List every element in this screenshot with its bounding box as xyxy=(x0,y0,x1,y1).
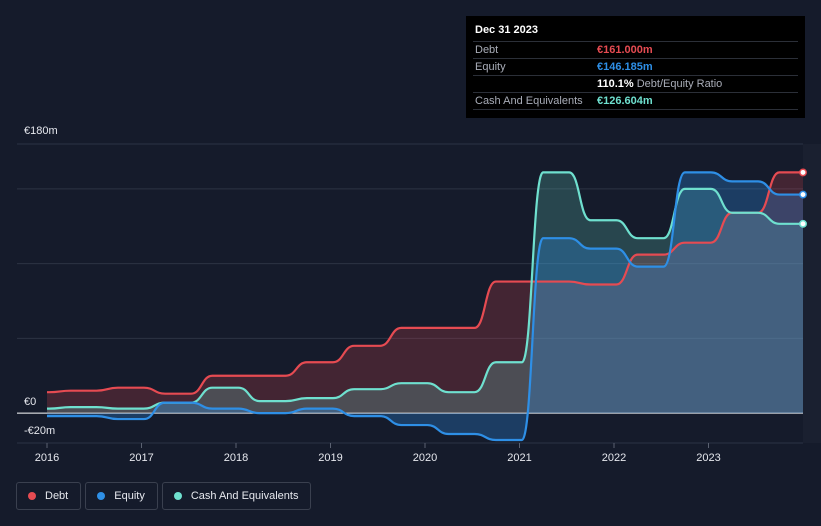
x-tick-label: 2022 xyxy=(602,452,626,464)
legend-item-cash[interactable]: Cash And Equivalents xyxy=(161,482,312,510)
tooltip-ratio-suffix: Debt/Equity Ratio xyxy=(636,78,723,90)
tooltip-date: Dec 31 2023 xyxy=(475,24,538,36)
cash-and-equivalents-end-point xyxy=(799,219,807,228)
tooltip-label: Debt xyxy=(475,44,499,56)
debt-end-point xyxy=(799,168,807,177)
tooltip-value-debt: €161.000m xyxy=(597,44,653,56)
tooltip-row-equity: Equity €146.185m xyxy=(473,58,798,75)
x-tick-label: 2021 xyxy=(507,452,531,464)
tooltip-label: Equity xyxy=(475,61,506,73)
equity-end-point xyxy=(799,190,807,199)
legend-label: Debt xyxy=(45,490,69,502)
cash-and-equivalents-area xyxy=(47,172,803,414)
legend-label: Cash And Equivalents xyxy=(190,490,299,502)
equity-dot-icon xyxy=(97,492,106,500)
y-tick-label: €0 xyxy=(24,396,36,408)
x-tick-label: 2023 xyxy=(696,452,720,464)
debt-line xyxy=(47,171,803,395)
cash-dot-icon xyxy=(173,492,182,500)
tooltip-value-cash: €126.604m xyxy=(597,95,653,107)
debt-dot-icon xyxy=(28,492,36,500)
x-tick-label: 2019 xyxy=(318,452,342,464)
tooltip-row-debt: Debt €161.000m xyxy=(473,41,798,58)
legend: Debt Equity Cash And Equivalents xyxy=(16,482,312,510)
tooltip-value-equity: €146.185m xyxy=(597,61,653,73)
y-axis-labels: €180m €0 -€20m xyxy=(24,125,58,437)
tooltip-label: Cash And Equivalents xyxy=(475,95,583,107)
y-tick-label: €180m xyxy=(24,125,58,137)
legend-label: Equity xyxy=(114,490,145,502)
plot-edge xyxy=(803,144,821,443)
debt-area xyxy=(47,172,803,414)
gridlines xyxy=(17,143,821,448)
series-areas xyxy=(47,172,803,441)
x-tick-label: 2018 xyxy=(224,452,248,464)
legend-item-equity[interactable]: Equity xyxy=(85,482,158,510)
tooltip-row-cash: Cash And Equivalents €126.604m xyxy=(473,92,798,110)
equity-line xyxy=(47,171,803,442)
tooltip-row-ratio: 110.1% Debt/Equity Ratio xyxy=(473,75,798,92)
tooltip-value-ratio: 110.1% xyxy=(597,78,634,90)
x-axis-labels: 2016 2017 2018 2019 2020 2021 2022 2023 xyxy=(35,452,721,464)
series-lines xyxy=(47,171,803,442)
x-tick-label: 2020 xyxy=(413,452,437,464)
equity-area xyxy=(47,172,803,441)
legend-item-debt[interactable]: Debt xyxy=(16,482,82,510)
tooltip-panel: Dec 31 2023 Debt €161.000m Equity €146.1… xyxy=(466,16,805,118)
y-tick-label: -€20m xyxy=(24,425,55,437)
x-tick-label: 2016 xyxy=(35,452,59,464)
end-markers xyxy=(799,168,807,228)
x-tick-label: 2017 xyxy=(129,452,153,464)
